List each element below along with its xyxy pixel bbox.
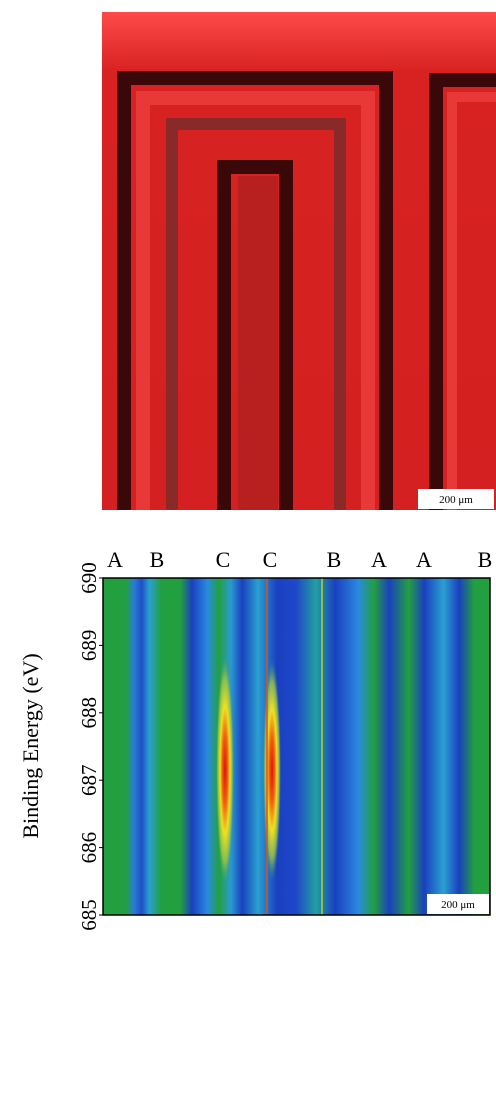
column-label: B xyxy=(150,547,165,572)
scale-bar-label: 200 μm xyxy=(439,494,473,506)
column-label: C xyxy=(216,547,231,572)
heatmap xyxy=(102,577,491,916)
y-tick-label: 690 xyxy=(77,562,101,594)
scale-bar-label: 200 μm xyxy=(441,899,475,911)
column-label: B xyxy=(327,547,342,572)
y-tick-label: 685 xyxy=(77,899,101,931)
y-tick-label: 686 xyxy=(77,832,101,864)
column-label: C xyxy=(263,547,278,572)
y-axis-label: Binding Energy (eV) xyxy=(18,653,43,838)
micrograph xyxy=(102,12,496,510)
column-label: A xyxy=(107,547,123,572)
column-label: A xyxy=(416,547,432,572)
y-axis: 685 686 687 688 689 690 xyxy=(77,562,103,931)
y-tick-label: 687 xyxy=(77,764,101,796)
column-label: B xyxy=(478,547,493,572)
y-tick-label: 689 xyxy=(77,630,101,662)
column-label: A xyxy=(371,547,387,572)
y-tick-label: 688 xyxy=(77,697,101,729)
